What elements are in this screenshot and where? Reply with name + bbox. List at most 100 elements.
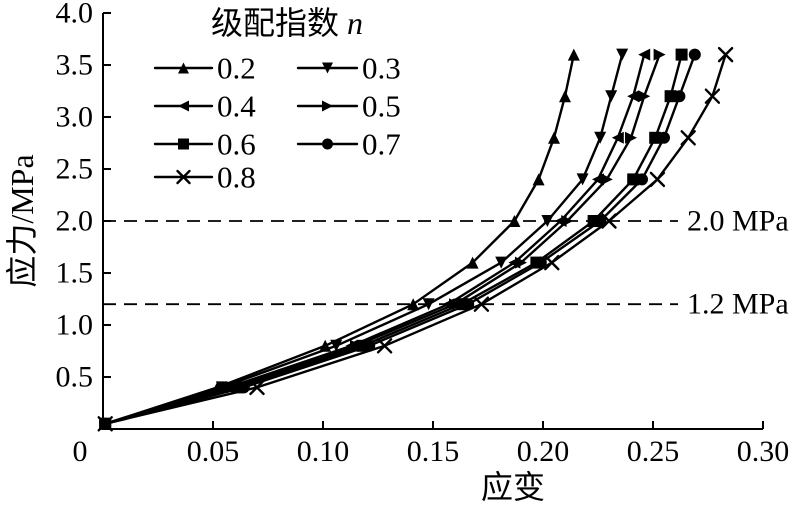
triangle-down-marker-icon bbox=[322, 62, 333, 74]
y-tick-label: 4.0 bbox=[56, 0, 94, 30]
triangle-right-marker-icon bbox=[653, 48, 666, 61]
square-marker-icon bbox=[627, 173, 640, 186]
triangle-right-marker-icon bbox=[322, 100, 333, 112]
x-tick-label: 0.10 bbox=[297, 435, 350, 468]
triangle-up-marker-icon bbox=[466, 256, 479, 269]
triangle-right-marker-icon bbox=[625, 131, 637, 144]
triangle-up-marker-icon bbox=[559, 90, 571, 103]
triangle-left-marker-icon bbox=[638, 48, 651, 61]
y-tick-label: 0.5 bbox=[56, 361, 94, 394]
legend-label: 0.2 bbox=[217, 51, 256, 86]
legend-entry-n-0.3: 0.3 bbox=[296, 51, 401, 86]
triangle-down-marker-icon bbox=[594, 131, 607, 144]
reference-line-1.2-mpa: 1.2 MPa bbox=[103, 288, 789, 321]
circle-marker-icon bbox=[688, 48, 701, 61]
triangle-up-marker-icon bbox=[407, 298, 420, 311]
axes-spines bbox=[102, 13, 763, 430]
circle-marker-icon bbox=[534, 256, 547, 269]
reference-line-label: 2.0 MPa bbox=[687, 205, 789, 238]
legend-label: 0.4 bbox=[217, 89, 256, 124]
curve-line bbox=[103, 53, 683, 425]
y-tick-label: 1.0 bbox=[56, 309, 94, 342]
x-marker-icon bbox=[97, 416, 113, 432]
reference-line-label: 1.2 MPa bbox=[687, 288, 789, 321]
reference-line-2.0-mpa: 2.0 MPa bbox=[103, 205, 789, 238]
triangle-down-marker-icon bbox=[616, 48, 629, 61]
x-marker-icon bbox=[601, 213, 617, 229]
triangle-down-marker-icon bbox=[495, 256, 508, 269]
triangle-up-marker-icon bbox=[178, 62, 189, 74]
triangle-down-marker-icon bbox=[215, 381, 228, 394]
x-marker-icon bbox=[376, 338, 393, 354]
circle-marker-icon bbox=[462, 298, 475, 311]
legend-title: 级配指数 n bbox=[211, 5, 363, 41]
x-marker-icon bbox=[176, 169, 191, 185]
circle-marker-icon bbox=[673, 90, 686, 103]
circle-marker-icon bbox=[636, 173, 648, 186]
triangle-left-marker-icon bbox=[178, 100, 189, 112]
x-tick-label: 0.20 bbox=[517, 435, 570, 468]
legend-entry-n-0.6: 0.6 bbox=[153, 127, 256, 162]
legend-label: 0.5 bbox=[362, 89, 401, 124]
x-tick-label: 0.30 bbox=[737, 435, 790, 468]
triangle-right-marker-icon bbox=[638, 90, 651, 103]
legend-entry-n-0.8: 0.8 bbox=[153, 160, 256, 195]
series-n-0.8 bbox=[97, 46, 734, 432]
legend: 级配指数 n 0.2 0.3 0.4 0.5 0.6 0.7 0.8 bbox=[153, 5, 401, 195]
x-tick-label: 0.05 bbox=[187, 435, 240, 468]
triangle-right-marker-icon bbox=[600, 173, 613, 186]
triangle-up-marker-icon bbox=[567, 48, 580, 61]
legend-label: 0.8 bbox=[217, 160, 256, 195]
x-tick-label: 0.25 bbox=[627, 435, 680, 468]
square-marker-icon bbox=[178, 138, 189, 150]
triangle-down-marker-icon bbox=[576, 173, 589, 186]
triangle-down-marker-icon bbox=[541, 215, 554, 227]
x-axis-title: 应变 bbox=[481, 469, 545, 505]
legend-entry-n-0.2: 0.2 bbox=[153, 51, 256, 86]
curve-line bbox=[103, 53, 696, 425]
y-axis-title: 应力/MPa bbox=[4, 154, 40, 287]
x-marker-icon bbox=[717, 46, 734, 63]
legend-label: 0.3 bbox=[362, 51, 401, 86]
triangle-right-marker-icon bbox=[515, 256, 527, 269]
x-tick-label: 0 bbox=[73, 435, 88, 468]
y-tick-label: 2.5 bbox=[56, 153, 94, 186]
y-tick-label: 2.0 bbox=[56, 205, 94, 238]
triangle-up-marker-icon bbox=[532, 173, 545, 186]
triangle-down-marker-icon bbox=[422, 298, 435, 311]
legend-label: 0.6 bbox=[217, 127, 256, 162]
series-n-0.7 bbox=[99, 48, 701, 430]
curve-line bbox=[103, 53, 624, 425]
square-marker-icon bbox=[675, 48, 688, 61]
x-marker-icon bbox=[704, 88, 721, 104]
x-marker-icon bbox=[680, 130, 696, 146]
curve-line bbox=[103, 53, 646, 425]
legend-label: 0.7 bbox=[362, 127, 401, 162]
curve-line bbox=[103, 53, 661, 425]
y-axis: 0.5 1.0 1.5 2.0 2.5 3.0 3.5 4.0 bbox=[56, 0, 111, 394]
circle-marker-icon bbox=[322, 138, 333, 150]
triangle-down-marker-icon bbox=[605, 90, 618, 103]
curve-line bbox=[103, 53, 727, 425]
square-marker-icon bbox=[649, 131, 662, 144]
x-tick-label: 0.15 bbox=[407, 435, 460, 468]
triangle-left-marker-icon bbox=[611, 131, 624, 144]
triangle-up-marker-icon bbox=[548, 131, 560, 144]
triangle-up-marker-icon bbox=[508, 215, 521, 227]
x-axis: 0 0.05 0.10 0.15 0.20 0.25 0.30 bbox=[73, 421, 790, 468]
triangle-left-marker-icon bbox=[627, 90, 640, 103]
y-tick-label: 3.5 bbox=[56, 49, 94, 82]
legend-entry-n-0.7: 0.7 bbox=[296, 127, 401, 162]
legend-entry-n-0.5: 0.5 bbox=[296, 89, 401, 124]
y-tick-label: 3.0 bbox=[56, 101, 94, 134]
x-marker-icon bbox=[249, 379, 265, 396]
x-marker-icon bbox=[544, 254, 560, 271]
square-marker-icon bbox=[664, 90, 677, 103]
series-n-0.6 bbox=[99, 48, 688, 430]
triangle-down-marker-icon bbox=[330, 339, 343, 352]
legend-entry-n-0.4: 0.4 bbox=[153, 89, 256, 124]
circle-marker-icon bbox=[658, 131, 670, 144]
y-tick-label: 1.5 bbox=[56, 257, 94, 290]
